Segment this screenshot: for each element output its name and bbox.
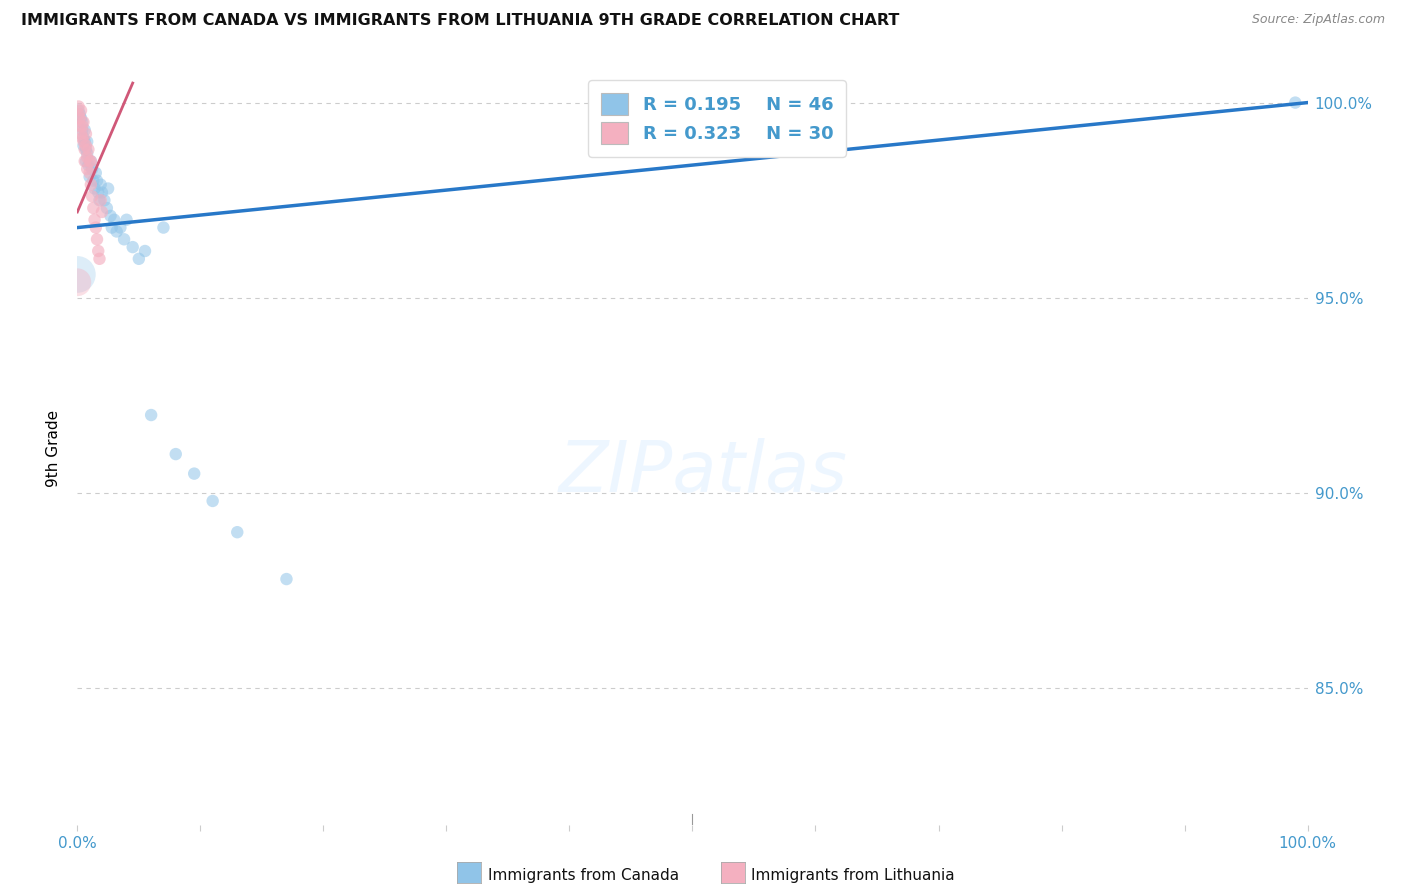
Point [86, 232, 108, 246]
Point [82, 201, 104, 215]
Point [79, 166, 101, 180]
Point [80, 154, 103, 169]
Text: IMMIGRANTS FROM CANADA VS IMMIGRANTS FROM LITHUANIA 9TH GRADE CORRELATION CHART: IMMIGRANTS FROM CANADA VS IMMIGRANTS FRO… [21, 13, 900, 29]
Point [67, 99, 90, 113]
Point [201, 494, 224, 508]
Point [79, 154, 101, 169]
Point [66, 275, 89, 289]
Point [83, 212, 105, 227]
Point [89, 193, 111, 207]
Text: Immigrants from Canada: Immigrants from Canada [488, 869, 679, 883]
Point [66, 268, 89, 282]
Point [101, 220, 124, 235]
Point [76, 150, 98, 164]
Point [80, 154, 103, 169]
Point [86, 174, 108, 188]
Point [112, 232, 135, 246]
Point [100, 209, 122, 223]
Point [72, 130, 94, 145]
Point [67, 107, 90, 121]
Point [82, 174, 104, 188]
Point [75, 127, 97, 141]
Point [128, 252, 150, 266]
Point [1284, 95, 1306, 110]
Point [70, 115, 93, 129]
Point [70, 127, 93, 141]
Point [70, 103, 93, 118]
Point [72, 138, 94, 153]
Point [183, 467, 205, 481]
Text: Source: ZipAtlas.com: Source: ZipAtlas.com [1251, 13, 1385, 27]
Point [89, 252, 111, 266]
Point [76, 146, 98, 161]
Point [141, 408, 163, 422]
Point [121, 240, 143, 254]
Point [90, 193, 112, 207]
Point [96, 201, 118, 215]
Point [67, 103, 90, 118]
Point [80, 178, 103, 192]
Point [70, 119, 93, 133]
Point [77, 143, 100, 157]
Point [75, 143, 97, 157]
Point [97, 181, 120, 195]
Point [69, 119, 91, 133]
Point [152, 220, 174, 235]
Point [82, 161, 104, 176]
Point [70, 123, 93, 137]
Point [165, 447, 187, 461]
Point [84, 166, 107, 180]
Y-axis label: 9th Grade: 9th Grade [46, 409, 62, 487]
Point [110, 220, 132, 235]
Point [72, 115, 94, 129]
Point [69, 107, 91, 121]
Point [103, 212, 125, 227]
Point [69, 112, 91, 126]
Legend: R = 0.195    N = 46, R = 0.323    N = 30: R = 0.195 N = 46, R = 0.323 N = 30 [588, 80, 846, 157]
Point [90, 205, 114, 219]
Point [76, 161, 98, 176]
Text: Immigrants from Lithuania: Immigrants from Lithuania [751, 869, 955, 883]
Point [105, 225, 128, 239]
Point [134, 244, 156, 258]
Point [82, 189, 104, 203]
Point [70, 130, 93, 145]
Text: ZIPatlas: ZIPatlas [558, 438, 848, 508]
Point [75, 154, 97, 169]
Point [73, 135, 96, 149]
Point [72, 135, 94, 149]
Point [276, 572, 298, 586]
Point [70, 112, 93, 126]
Point [73, 143, 96, 157]
Point [75, 138, 97, 153]
Point [79, 169, 101, 184]
Point [90, 186, 114, 200]
Point [87, 244, 110, 258]
Point [87, 186, 110, 200]
Point [93, 193, 115, 207]
Point [84, 220, 107, 235]
Point [73, 154, 96, 169]
Point [73, 123, 96, 137]
Point [77, 158, 100, 172]
Point [76, 135, 98, 149]
Point [83, 181, 105, 195]
Point [226, 525, 249, 540]
Point [115, 212, 138, 227]
Point [90, 178, 112, 192]
